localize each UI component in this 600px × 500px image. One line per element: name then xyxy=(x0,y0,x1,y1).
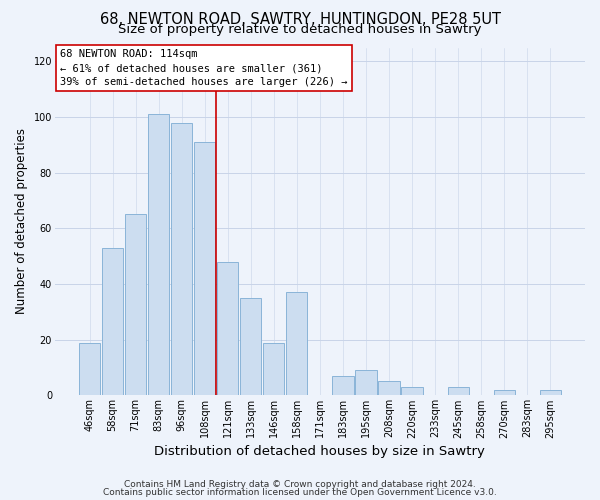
Bar xyxy=(125,214,146,396)
Bar xyxy=(494,390,515,396)
Bar xyxy=(217,262,238,396)
Y-axis label: Number of detached properties: Number of detached properties xyxy=(15,128,28,314)
Bar xyxy=(379,382,400,396)
Bar xyxy=(448,387,469,396)
Bar xyxy=(355,370,377,396)
Text: Contains public sector information licensed under the Open Government Licence v3: Contains public sector information licen… xyxy=(103,488,497,497)
Bar xyxy=(102,248,123,396)
Bar xyxy=(240,298,262,396)
Text: 68, NEWTON ROAD, SAWTRY, HUNTINGDON, PE28 5UT: 68, NEWTON ROAD, SAWTRY, HUNTINGDON, PE2… xyxy=(100,12,500,28)
Bar xyxy=(194,142,215,396)
Text: Contains HM Land Registry data © Crown copyright and database right 2024.: Contains HM Land Registry data © Crown c… xyxy=(124,480,476,489)
Bar xyxy=(401,387,422,396)
Bar xyxy=(79,342,100,396)
X-axis label: Distribution of detached houses by size in Sawtry: Distribution of detached houses by size … xyxy=(154,444,485,458)
Bar xyxy=(148,114,169,396)
Bar xyxy=(286,292,307,396)
Bar xyxy=(263,342,284,396)
Bar xyxy=(332,376,353,396)
Bar xyxy=(171,122,192,396)
Bar xyxy=(540,390,561,396)
Text: Size of property relative to detached houses in Sawtry: Size of property relative to detached ho… xyxy=(118,24,482,36)
Text: 68 NEWTON ROAD: 114sqm
← 61% of detached houses are smaller (361)
39% of semi-de: 68 NEWTON ROAD: 114sqm ← 61% of detached… xyxy=(60,49,347,87)
